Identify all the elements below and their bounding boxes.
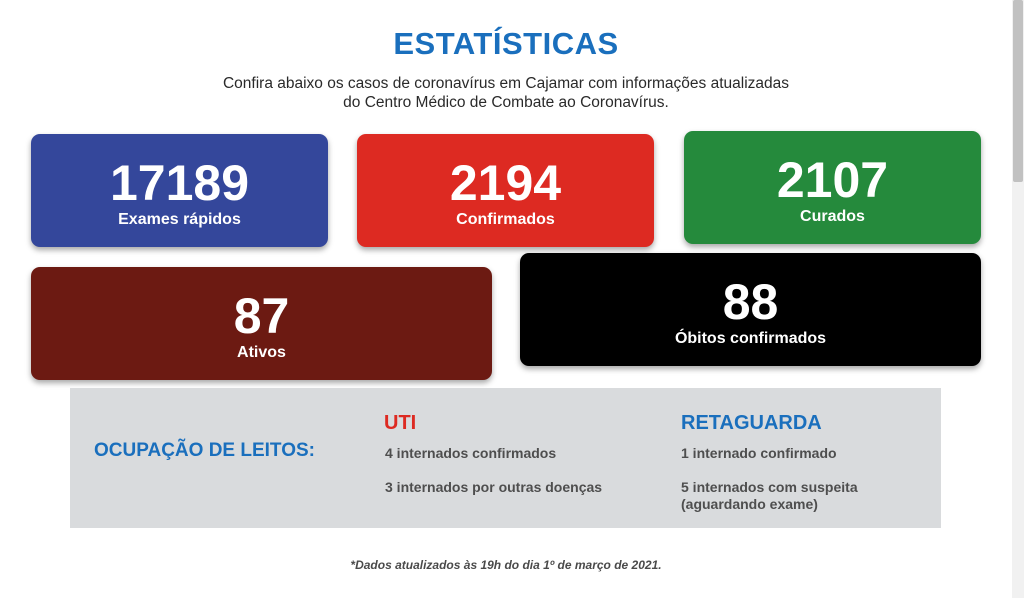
curados-label: Curados — [800, 208, 865, 225]
card-exames-rapidos: 17189 Exames rápidos — [31, 134, 328, 247]
card-curados: 2107 Curados — [684, 131, 981, 244]
uti-item-confirmed: 4 internados confirmados — [385, 445, 557, 461]
page-title: ESTATÍSTICAS — [393, 26, 619, 61]
uti-title: UTI — [384, 412, 417, 434]
retaguarda-suspected-line-2: (aguardando exame) — [681, 496, 818, 512]
card-ativos: 87 Ativos — [31, 267, 492, 380]
exames-rapidos-label: Exames rápidos — [118, 211, 241, 228]
obitos-value: 88 — [722, 274, 779, 330]
page-subtitle: Confira abaixo os casos de coronavírus e… — [0, 74, 1012, 112]
exames-rapidos-value: 17189 — [109, 155, 250, 211]
ativos-label: Ativos — [237, 344, 286, 361]
card-obitos-confirmados: 88 Óbitos confirmados — [520, 253, 981, 366]
ativos-value: 87 — [233, 288, 290, 344]
bed-occupancy-heading: OCUPAÇÃO DE LEITOS: — [94, 440, 315, 461]
subtitle-line-2: do Centro Médico de Combate ao Coronavír… — [343, 94, 669, 111]
confirmados-label: Confirmados — [456, 211, 555, 228]
vertical-scrollbar[interactable] — [1012, 0, 1024, 598]
curados-value: 2107 — [776, 152, 889, 208]
subtitle-line-1: Confira abaixo os casos de coronavírus e… — [222, 75, 789, 92]
uti-item-other-diseases: 3 internados por outras doenças — [385, 479, 603, 495]
update-footnote: *Dados atualizados às 19h do dia 1º de m… — [350, 558, 662, 572]
obitos-label: Óbitos confirmados — [674, 330, 827, 347]
retaguarda-item-suspected: 5 internados com suspeita (aguardando ex… — [681, 479, 881, 513]
scrollbar-thumb[interactable] — [1013, 0, 1023, 182]
card-confirmados: 2194 Confirmados — [357, 134, 654, 247]
retaguarda-suspected-line-1: 5 internados com suspeita — [681, 479, 858, 495]
retaguarda-title: RETAGUARDA — [681, 412, 822, 434]
bed-occupancy-panel: OCUPAÇÃO DE LEITOS: UTI 4 internados con… — [70, 388, 941, 528]
confirmados-value: 2194 — [449, 155, 562, 211]
retaguarda-item-confirmed: 1 internado confirmado — [681, 445, 837, 461]
